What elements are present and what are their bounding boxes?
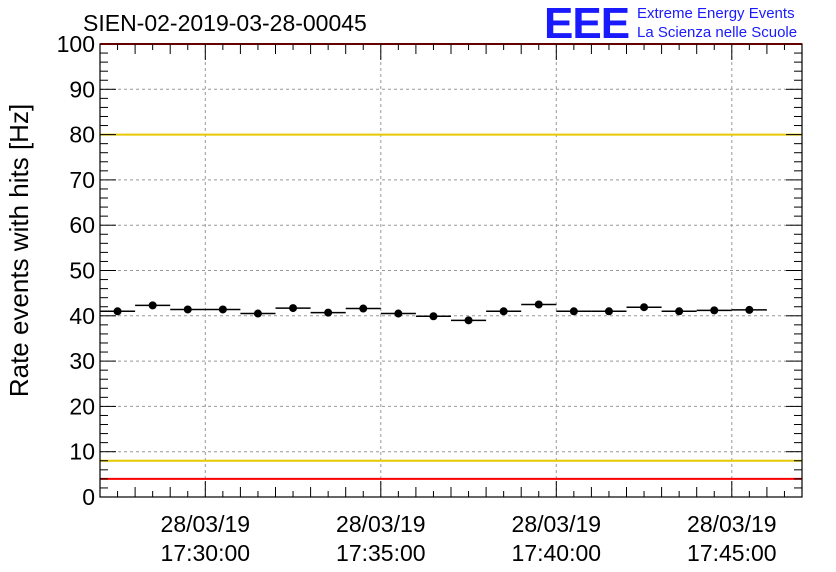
y-tick-label: 20 (69, 393, 95, 419)
x-tick-label-time: 17:35:00 (336, 540, 426, 566)
y-tick-label: 40 (69, 303, 95, 329)
data-point (429, 312, 438, 321)
y-tick-label: 10 (69, 439, 95, 465)
data-point (289, 304, 298, 313)
data-point-group (451, 316, 487, 325)
data-point-group (240, 309, 276, 318)
data-point-group (345, 304, 381, 313)
data-point-group (486, 307, 522, 316)
data-point-group (380, 309, 416, 318)
x-tick-label-date: 28/03/19 (161, 511, 251, 537)
data-point-group (626, 303, 662, 312)
data-point-group (205, 305, 241, 314)
data-point (183, 305, 192, 314)
data-point (604, 307, 613, 316)
x-tick-label-time: 17:40:00 (512, 540, 602, 566)
eee-logo: EEE (544, 0, 630, 48)
data-point (499, 307, 508, 316)
data-point-group (135, 301, 171, 310)
data-point (640, 303, 649, 312)
data-point (359, 304, 368, 313)
data-point (675, 307, 684, 316)
data-point-group (661, 307, 697, 316)
data-point-group (275, 304, 311, 313)
data-point-group (591, 307, 627, 316)
data-point (745, 305, 754, 314)
y-tick-label: 70 (69, 167, 95, 193)
x-tick-label-date: 28/03/19 (687, 511, 777, 537)
y-tick-label: 30 (69, 348, 95, 374)
y-tick-label: 80 (69, 122, 95, 148)
eee-logo-caption: Extreme Energy Events La Scienza nelle S… (637, 4, 797, 42)
data-point (394, 309, 403, 318)
x-tick-label-date: 28/03/19 (336, 511, 426, 537)
data-point (113, 307, 122, 316)
data-point-group (696, 306, 732, 315)
y-tick-label: 50 (69, 258, 95, 284)
y-tick-label: 60 (69, 212, 95, 238)
data-point (534, 300, 543, 309)
data-point-group (100, 307, 136, 316)
x-tick-label-time: 17:30:00 (161, 540, 251, 566)
data-point (218, 305, 227, 314)
y-axis-label: Rate events with hits [Hz] (4, 104, 34, 397)
x-tick-label-time: 17:45:00 (687, 540, 777, 566)
data-point-group (415, 312, 451, 321)
logo-line-2: La Scienza nelle Scuole (637, 24, 798, 41)
data-point (464, 316, 473, 325)
x-tick-label-date: 28/03/19 (512, 511, 602, 537)
chart-title: SIEN-02-2019-03-28-00045 (83, 10, 367, 36)
y-tick-label: 0 (82, 484, 95, 510)
data-point (253, 309, 262, 318)
data-point (324, 308, 333, 317)
data-point-group (556, 307, 592, 316)
data-point (710, 306, 719, 315)
data-point (569, 307, 578, 316)
data-point-group (170, 305, 206, 314)
data-point (148, 301, 157, 310)
y-tick-label: 100 (57, 31, 95, 57)
data-point-group (310, 308, 346, 317)
data-point-group (521, 300, 557, 309)
data-point-group (731, 305, 767, 314)
y-tick-label: 90 (69, 76, 95, 102)
logo-line-1: Extreme Energy Events (637, 5, 795, 22)
